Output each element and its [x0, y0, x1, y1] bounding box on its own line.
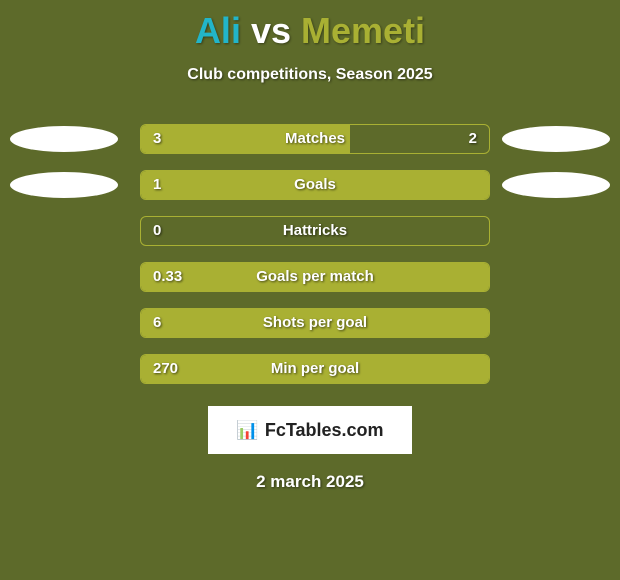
right-ellipse: [502, 126, 610, 152]
stat-row: 0.33Goals per match: [10, 262, 610, 292]
stat-row: 0Hattricks: [10, 216, 610, 246]
subtitle: Club competitions, Season 2025: [0, 66, 620, 84]
stats-rows: 32Matches 1Goals 0Hattricks 0.33Goals per m…: [0, 124, 620, 384]
stat-row: 270Min per goal: [10, 354, 610, 384]
stat-label: Goals per match: [141, 263, 489, 291]
left-ellipse: [10, 126, 118, 152]
player2-name: Memeti: [301, 10, 425, 51]
fctables-logo[interactable]: 📊 FcTables.com: [208, 406, 412, 454]
stat-label: Matches: [141, 125, 489, 153]
stat-bar: 0Hattricks: [140, 216, 490, 246]
stat-bar: 0.33Goals per match: [140, 262, 490, 292]
player1-name: Ali: [195, 10, 241, 51]
vs-text: vs: [251, 10, 291, 51]
stat-row: 1Goals: [10, 170, 610, 200]
logo-text: FcTables.com: [265, 420, 384, 441]
stat-row: 32Matches: [10, 124, 610, 154]
stat-bar: 6Shots per goal: [140, 308, 490, 338]
left-ellipse: [10, 172, 118, 198]
stat-row: 6Shots per goal: [10, 308, 610, 338]
comparison-title: Ali vs Memeti: [0, 0, 620, 52]
stat-bar: 1Goals: [140, 170, 490, 200]
right-ellipse: [502, 172, 610, 198]
stat-bar: 270Min per goal: [140, 354, 490, 384]
stat-label: Hattricks: [141, 217, 489, 245]
stat-label: Goals: [141, 171, 489, 199]
stat-label: Min per goal: [141, 355, 489, 383]
stat-bar: 32Matches: [140, 124, 490, 154]
stat-label: Shots per goal: [141, 309, 489, 337]
footer-date: 2 march 2025: [0, 472, 620, 492]
chart-icon: 📊: [236, 420, 258, 441]
